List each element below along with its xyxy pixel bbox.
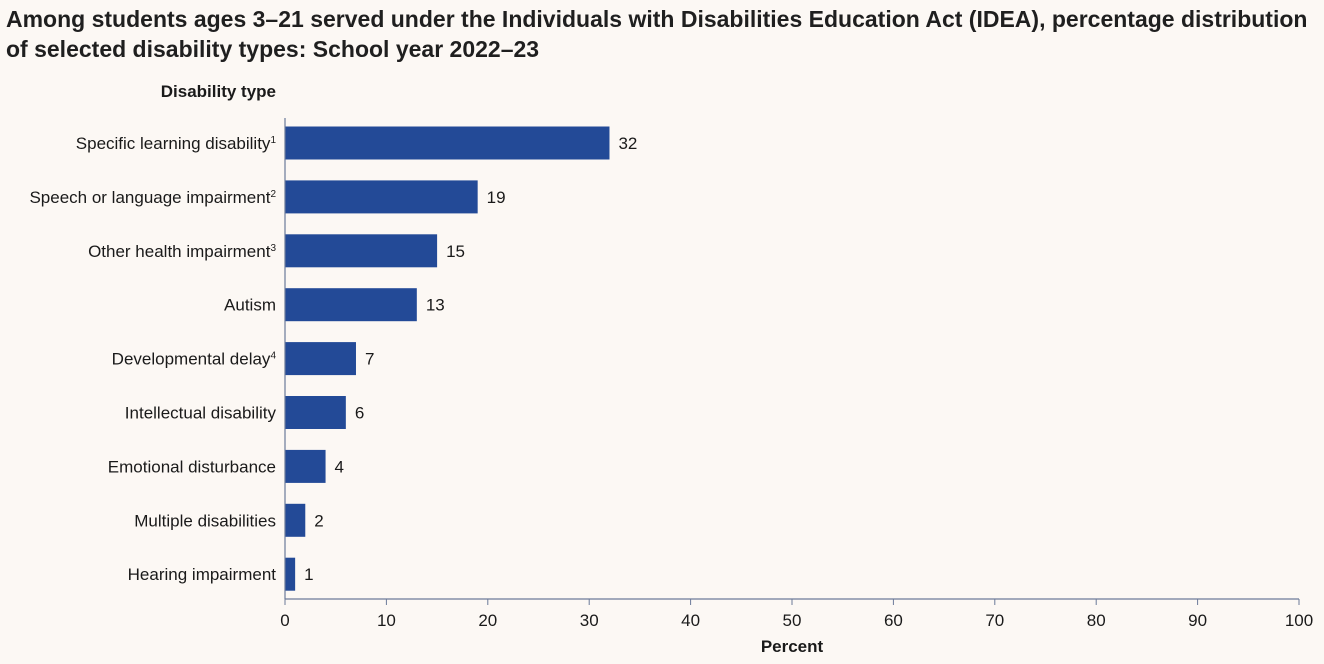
bar-value-label: 4 [335, 457, 344, 476]
x-tick-label: 60 [884, 611, 903, 630]
x-tick-label: 80 [1087, 611, 1106, 630]
category-label: Specific learning disability1 [76, 134, 277, 153]
axes: 0 10 20 30 40 50 60 70 80 90 100 [280, 118, 1313, 630]
category-label-text: Specific learning disability [76, 134, 271, 153]
category-label-text: Emotional disturbance [108, 457, 276, 476]
category-label: Autism [224, 296, 276, 315]
bar [285, 288, 417, 322]
category-label-text: Autism [224, 296, 276, 315]
bar-value-label: 15 [446, 242, 465, 261]
x-tick-label: 20 [478, 611, 497, 630]
x-tick-label: 50 [783, 611, 802, 630]
category-label: Speech or language impairment2 [29, 188, 276, 207]
bar [285, 503, 306, 537]
chart-title: Among students ages 3–21 served under th… [6, 6, 1308, 62]
category-label: Hearing impairment [128, 565, 277, 584]
x-tick-label: 70 [985, 611, 1004, 630]
bar-value-label: 1 [304, 565, 313, 584]
bar-value-label: 13 [426, 296, 445, 315]
x-tick-label: 30 [580, 611, 599, 630]
bar [285, 234, 438, 268]
bar [285, 180, 478, 214]
bar-value-label: 6 [355, 404, 364, 423]
bar [285, 126, 610, 160]
footnote-marker: 4 [270, 351, 276, 362]
category-label-text: Other health impairment [88, 242, 271, 261]
category-label: Multiple disabilities [134, 511, 276, 530]
category-label: Other health impairment3 [88, 242, 276, 261]
footnote-marker: 1 [270, 135, 276, 146]
x-tick-label: 10 [377, 611, 396, 630]
x-tick-label: 40 [681, 611, 700, 630]
category-label-text: Multiple disabilities [134, 511, 276, 530]
footnote-marker: 2 [270, 189, 276, 200]
x-tick-label: 90 [1188, 611, 1207, 630]
bar-value-label: 19 [487, 188, 506, 207]
category-axis-title: Disability type [161, 82, 276, 101]
category-label: Emotional disturbance [108, 457, 276, 476]
bar [285, 342, 356, 376]
bar [285, 557, 296, 591]
bar [285, 449, 326, 483]
bar-value-label: 7 [365, 350, 374, 369]
category-label-text: Hearing impairment [128, 565, 277, 584]
x-axis-title: Percent [761, 637, 824, 656]
category-label: Developmental delay4 [112, 350, 277, 369]
bar [285, 396, 346, 429]
category-label: Intellectual disability [125, 404, 277, 423]
footnote-marker: 3 [270, 243, 276, 254]
x-tick-label: 100 [1285, 611, 1313, 630]
bar-value-label: 32 [618, 134, 637, 153]
category-label-text: Intellectual disability [125, 404, 277, 423]
category-label-text: Speech or language impairment [29, 188, 270, 207]
bar-value-label: 2 [314, 511, 323, 530]
x-tick-label: 0 [280, 611, 289, 630]
category-label-text: Developmental delay [112, 350, 271, 369]
